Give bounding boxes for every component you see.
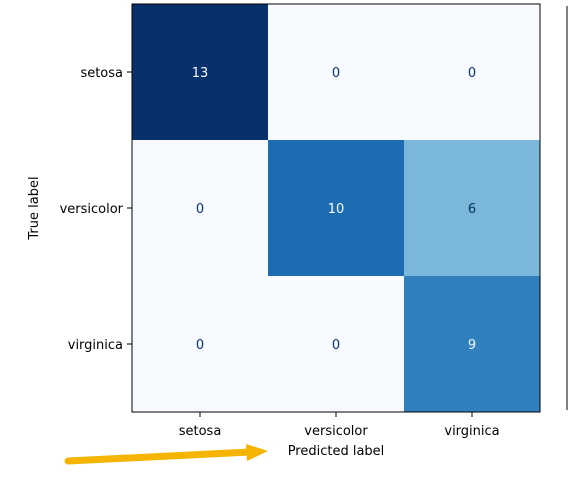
cell-value-label: 10: [328, 202, 345, 217]
cell-value-label: 13: [192, 66, 209, 81]
x-axis-label: Predicted label: [288, 444, 385, 459]
cell-value-label: 0: [468, 66, 476, 81]
heatmap-cell: [404, 276, 540, 412]
y-tick-label: virginica: [68, 338, 123, 353]
heatmap-cell: [268, 276, 404, 412]
x-tick-label: virginica: [444, 424, 499, 439]
heatmap-cell: [404, 4, 540, 140]
cell-value-label: 0: [196, 202, 204, 217]
y-axis-label: True label: [27, 176, 42, 240]
cell-value-label: 0: [196, 338, 204, 353]
annotation-arrow: [64, 444, 268, 465]
x-tick-label: versicolor: [304, 424, 368, 439]
cell-value-label: 0: [332, 338, 340, 353]
arrow-shaft: [64, 448, 254, 465]
heatmap-cell: [132, 276, 268, 412]
heatmap-cell: [132, 4, 268, 140]
y-axis-ticks: setosa versicolor virginica: [60, 66, 132, 353]
heatmap-cell-labels: 13 0 0 0 10 6 0 0 9: [192, 66, 476, 353]
heatmap-cell: [404, 140, 540, 276]
x-axis-ticks: setosa versicolor virginica: [179, 412, 500, 439]
cell-value-label: 0: [332, 66, 340, 81]
y-tick-label: setosa: [80, 66, 123, 81]
heatmap-cell: [132, 140, 268, 276]
heatmap-cell: [268, 140, 404, 276]
heatmap-cell: [268, 4, 404, 140]
heatmap-cells: [132, 4, 540, 412]
x-tick-label: setosa: [179, 424, 222, 439]
y-tick-label: versicolor: [60, 202, 124, 217]
cell-value-label: 9: [468, 338, 476, 353]
arrow-head: [246, 444, 268, 461]
cell-value-label: 6: [468, 202, 476, 217]
